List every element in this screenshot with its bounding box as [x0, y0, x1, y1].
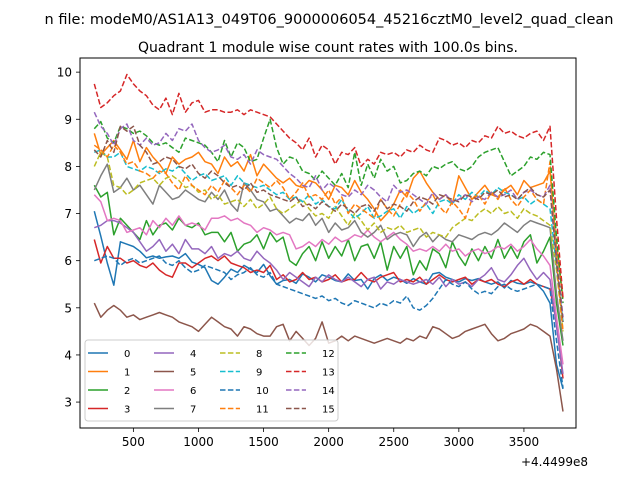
legend-label-13: 13	[322, 368, 335, 379]
legend-label-2: 2	[124, 386, 130, 397]
x-tick-label-0: 500	[122, 435, 145, 449]
x-tick-label-5: 3000	[444, 435, 475, 449]
figure-suptitle: n file: modeM0/AS1A13_049T06_9000006054_…	[45, 12, 614, 28]
legend-label-8: 8	[256, 349, 262, 360]
series-line-13	[93, 73, 564, 299]
x-axis-offset-label: +4.4499e8	[521, 455, 588, 469]
series-line-15	[93, 125, 564, 322]
legend-label-11: 11	[256, 405, 269, 416]
x-tick-label-2: 1500	[248, 435, 279, 449]
x-tick-label-1: 1000	[183, 435, 214, 449]
legend-label-9: 9	[256, 368, 262, 379]
legend-label-1: 1	[124, 368, 130, 379]
series-line-4	[94, 219, 564, 374]
series-line-1	[93, 133, 564, 299]
chart-title: Quadrant 1 module wise count rates with …	[138, 40, 518, 56]
x-tick-label-6: 3500	[509, 435, 540, 449]
series-line-11	[93, 144, 564, 332]
series-line-6	[93, 194, 564, 365]
legend-label-7: 7	[190, 405, 196, 416]
y-axis: 3 4 5 6 7 8 9 10	[57, 66, 80, 410]
series-line-10	[94, 255, 564, 389]
y-tick-label-6: 9	[64, 113, 72, 127]
series-line-14	[93, 111, 564, 318]
legend-label-0: 0	[124, 349, 130, 360]
y-tick-label-2: 5	[64, 301, 72, 315]
legend-label-5: 5	[190, 368, 196, 379]
series-line-2	[93, 184, 564, 346]
legend-box	[84, 339, 339, 422]
series-line-12	[93, 118, 564, 304]
y-tick-label-7: 10	[57, 66, 72, 80]
legend-label-4: 4	[190, 349, 196, 360]
y-tick-label-1: 4	[64, 348, 72, 362]
plot-frame	[79, 57, 577, 429]
x-tick-label-3: 2000	[313, 435, 344, 449]
y-tick-label-3: 6	[64, 254, 72, 268]
y-tick-label-5: 8	[64, 160, 72, 174]
series-line-8	[93, 151, 564, 332]
series-line-7	[93, 163, 564, 341]
legend-label-3: 3	[124, 405, 130, 416]
legend-label-15: 15	[322, 405, 335, 416]
y-tick-label-0: 3	[64, 396, 72, 410]
legend-label-14: 14	[322, 386, 335, 397]
x-axis: 500 1000 1500 2000 2500 3000 3500	[122, 428, 539, 449]
series-line-3	[93, 239, 564, 379]
series-layer	[93, 73, 564, 412]
legend-label-10: 10	[256, 386, 269, 397]
x-tick-label-4: 2500	[378, 435, 409, 449]
y-tick-label-4: 7	[64, 207, 72, 221]
legend-label-12: 12	[322, 349, 335, 360]
legend-label-6: 6	[190, 386, 196, 397]
